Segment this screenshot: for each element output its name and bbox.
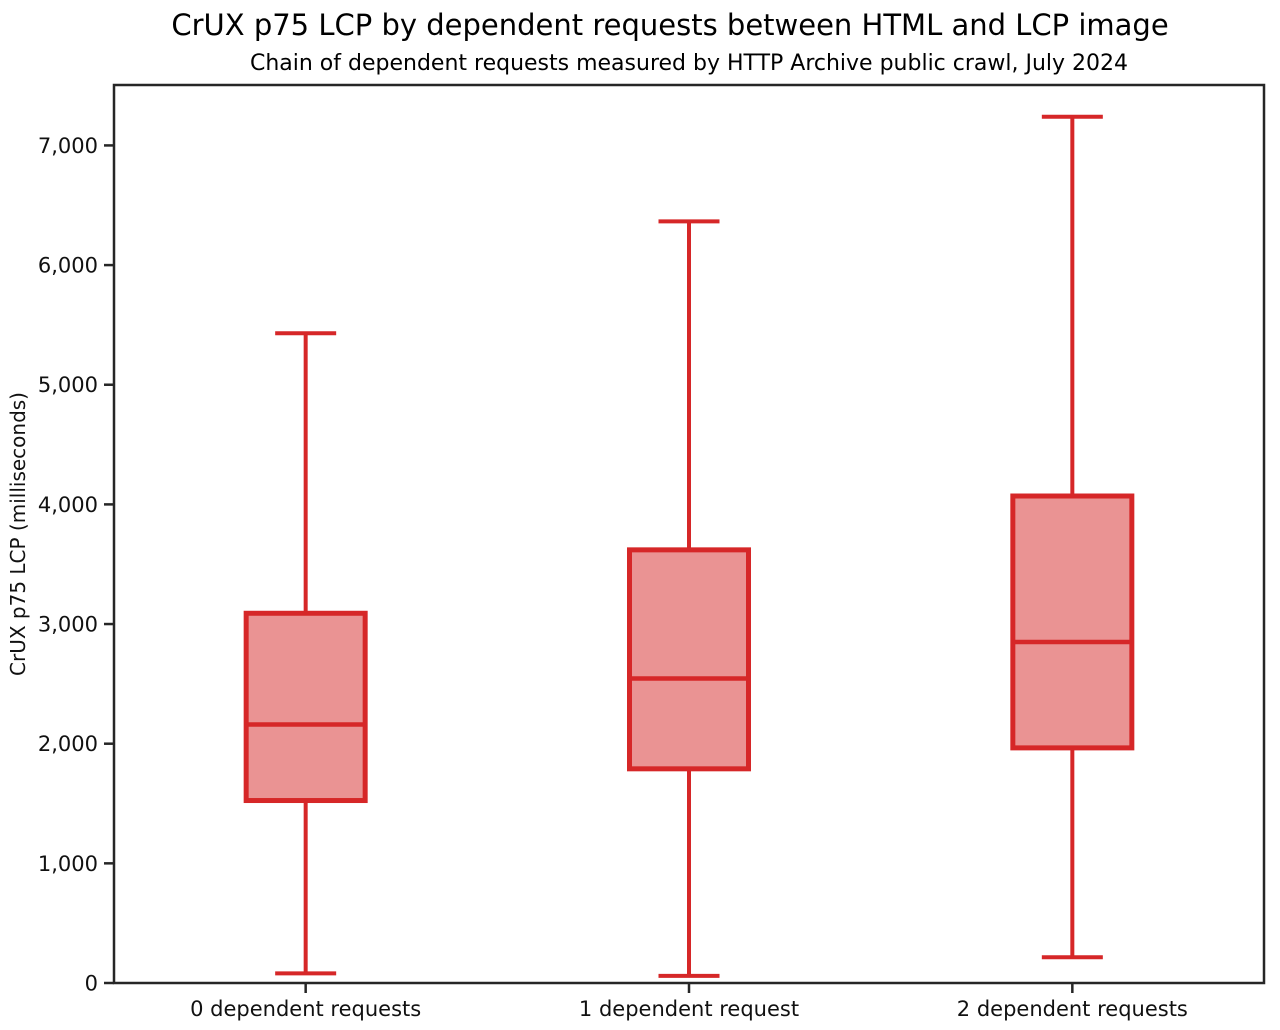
x-tick-label: 0 dependent requests [190, 997, 421, 1021]
x-tick-label: 2 dependent requests [957, 997, 1188, 1021]
y-tick-label: 6,000 [38, 254, 98, 278]
iqr-box [1010, 493, 1135, 751]
boxplot-1 [627, 219, 751, 978]
y-tick-label: 7,000 [38, 134, 98, 158]
iqr-box [627, 547, 751, 772]
boxplot-2 [1010, 114, 1135, 960]
y-axis-label: CrUX p75 LCP (milliseconds) [6, 392, 30, 676]
x-tick-label: 1 dependent request [579, 997, 799, 1021]
y-tick-label: 4,000 [38, 493, 98, 517]
boxplot-0 [243, 331, 368, 976]
y-tick-label: 2,000 [38, 732, 98, 756]
y-tick-label: 0 [85, 972, 98, 996]
y-tick-label: 5,000 [38, 373, 98, 397]
chart-title: CrUX p75 LCP by dependent requests betwe… [171, 8, 1169, 42]
chart-subtitle: Chain of dependent requests measured by … [249, 51, 1129, 76]
y-tick-label: 1,000 [38, 852, 98, 876]
y-tick-label: 3,000 [38, 613, 98, 637]
iqr-box [243, 610, 368, 804]
